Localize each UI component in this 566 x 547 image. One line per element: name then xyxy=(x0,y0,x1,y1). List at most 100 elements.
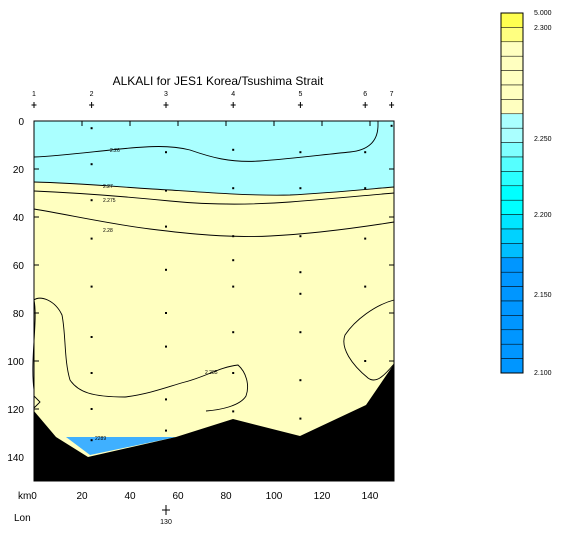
sample-point xyxy=(390,124,393,127)
station-label: 2 xyxy=(90,91,94,98)
colorbar-cell xyxy=(500,315,524,331)
colorbar-cell xyxy=(500,12,524,28)
plot-frame xyxy=(33,120,395,482)
contour-label: 2.27 xyxy=(103,184,113,190)
station-label: 1 xyxy=(32,91,36,98)
x-unit-label: km xyxy=(18,491,31,502)
colorbar-cell xyxy=(500,243,524,259)
sample-point xyxy=(165,189,167,192)
sample-point xyxy=(232,235,235,238)
contour-label: 2.275 xyxy=(103,198,116,204)
sample-point xyxy=(364,151,367,154)
y-tick-label: 0 xyxy=(18,117,24,128)
contour-line xyxy=(33,181,395,196)
sample-point xyxy=(90,199,93,202)
sample-point xyxy=(165,268,167,271)
colorbar-cell xyxy=(500,84,524,100)
colorbar-cell xyxy=(500,185,524,201)
colorbar-cell xyxy=(500,286,524,302)
contour-line xyxy=(33,395,41,409)
sample-point xyxy=(165,345,167,348)
colorbar-cell xyxy=(500,55,524,71)
sample-point xyxy=(90,285,93,288)
sample-point xyxy=(299,331,302,334)
contour-label: 2289 xyxy=(95,436,106,442)
sample-point xyxy=(299,417,302,420)
sample-point xyxy=(299,235,302,238)
contour-lines xyxy=(32,121,395,412)
colorbar-tick-label: 2.300 xyxy=(534,25,552,32)
sample-point xyxy=(232,410,235,413)
colorbar-tick-label: 2.250 xyxy=(534,136,552,143)
colorbar-cell xyxy=(500,199,524,215)
station-label: 3 xyxy=(164,91,168,98)
y-tick-label: 80 xyxy=(13,309,25,320)
sample-point xyxy=(90,439,93,442)
sample-point xyxy=(165,429,167,432)
contour-line xyxy=(33,208,395,237)
contour-line xyxy=(33,121,379,162)
sample-point xyxy=(364,285,367,288)
sample-points xyxy=(90,124,393,442)
colorbar-tick-label: 5.000 xyxy=(534,10,552,17)
colorbar-cell xyxy=(500,171,524,187)
colorbar-cell xyxy=(500,329,524,345)
bottom-pocket-fill xyxy=(66,437,176,455)
y-tick-label: 140 xyxy=(7,453,24,464)
contour-label: 2.28 xyxy=(103,228,113,234)
station-label: 6 xyxy=(363,91,367,98)
colorbar-cell xyxy=(500,257,524,273)
colorbar: 5.000 2.300 2.250 2.200 2.150 2.100 xyxy=(500,10,552,377)
contour-line xyxy=(343,299,395,381)
sample-point xyxy=(232,331,235,334)
x-tick-label: 40 xyxy=(124,491,136,502)
colorbar-tick-label: 2.150 xyxy=(534,292,552,299)
contour-labels: 2.26 2.27 2.275 2.28 2.285 2289 xyxy=(95,148,218,442)
sample-point xyxy=(232,372,235,374)
y-tick-label: 20 xyxy=(13,165,25,176)
contour-line xyxy=(32,297,249,412)
colorbar-cell xyxy=(500,41,524,57)
sample-point xyxy=(165,151,167,154)
sample-point xyxy=(90,336,93,338)
sample-point xyxy=(165,225,167,228)
sample-point xyxy=(299,187,302,190)
contour-label: 2.285 xyxy=(205,370,218,376)
x-tick-label: 100 xyxy=(266,491,283,502)
plot-area xyxy=(34,121,394,481)
y-tick-label: 100 xyxy=(7,357,24,368)
contour-line xyxy=(33,190,395,205)
sample-point xyxy=(232,259,235,262)
lon-tick: 130 xyxy=(160,505,172,526)
sample-point xyxy=(232,148,235,151)
colorbar-cell xyxy=(500,343,524,359)
sample-point xyxy=(90,127,93,130)
sample-point xyxy=(364,237,367,240)
chart-title: ALKALI for JES1 Korea/Tsushima Strait xyxy=(113,74,324,88)
colorbar-tick-label: 2.100 xyxy=(534,370,552,377)
colorbar-cell xyxy=(500,228,524,244)
sample-point xyxy=(299,151,302,154)
y-tick-label: 40 xyxy=(13,213,25,224)
sample-point xyxy=(165,398,167,401)
x-axis: 0 20 40 60 80 100 120 140 xyxy=(31,121,379,502)
y-axis: 0 20 40 60 80 100 120 140 xyxy=(7,117,394,464)
sample-point xyxy=(299,292,302,295)
colorbar-tick-label: 2.200 xyxy=(534,212,552,219)
colorbar-cell xyxy=(500,127,524,143)
contour-label: 2.26 xyxy=(110,148,120,154)
y-tick-label: 60 xyxy=(13,261,25,272)
sample-point xyxy=(90,372,93,374)
sample-point xyxy=(165,312,167,314)
colorbar-cell xyxy=(500,358,524,374)
colorbar-cell xyxy=(500,70,524,86)
x-tick-label: 80 xyxy=(220,491,232,502)
colorbar-cell xyxy=(500,113,524,129)
seafloor-fill xyxy=(34,364,394,481)
station-label: 7 xyxy=(390,91,394,98)
sample-point xyxy=(299,379,302,382)
x-tick-label: 60 xyxy=(172,491,184,502)
lon-label: Lon xyxy=(14,513,31,524)
colorbar-cell xyxy=(500,27,524,43)
